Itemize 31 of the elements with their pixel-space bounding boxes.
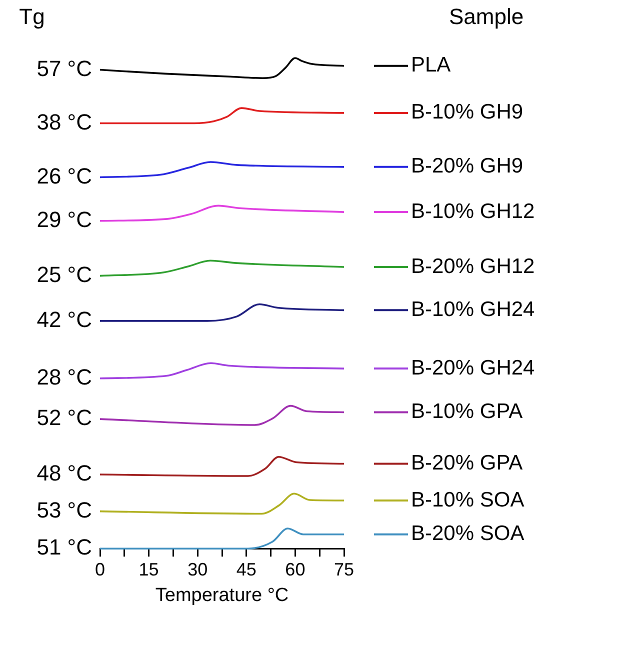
legend-label: PLA: [411, 54, 451, 77]
legend-label: B-10% GH24: [411, 298, 536, 321]
text: 52 °C: [36, 405, 92, 430]
text: 25 °C: [36, 262, 92, 287]
text: 48 °C: [36, 460, 92, 486]
legend-label: B-20% SOA: [411, 522, 524, 546]
legend-label: B-10% GH9: [411, 100, 524, 124]
x-tick-label: 75: [334, 559, 354, 580]
text: 38 °C: [36, 109, 92, 134]
text: 51 °C: [36, 534, 92, 560]
x-tick-label: 0: [94, 559, 106, 580]
legend-label: B-10% GPA: [411, 400, 523, 424]
x-axis-title: Temperature °C: [155, 584, 289, 606]
legend-label: B-10% SOA: [411, 488, 524, 512]
text: 53 °C: [36, 497, 92, 522]
text: 29 °C: [36, 206, 92, 232]
x-tick-label: 60: [285, 559, 306, 580]
legend-label: B-20% GPA: [411, 452, 523, 475]
legend-label: B-10% GH12: [411, 200, 535, 223]
x-tick-label: 15: [138, 559, 159, 580]
text: 26 °C: [36, 163, 92, 188]
text: 42 °C: [36, 307, 92, 332]
x-tick-label: 45: [236, 559, 256, 580]
legend-label: B-20% GH24: [411, 356, 536, 380]
text: 28 °C: [36, 364, 92, 390]
legend-label: B-20% GH12: [411, 254, 535, 278]
text: Tg: [19, 4, 45, 30]
text: 57 °C: [36, 56, 92, 81]
x-tick-label: 30: [188, 559, 208, 580]
legend-label: B-20% GH9: [411, 154, 524, 178]
legend-title: Sample: [449, 4, 524, 30]
